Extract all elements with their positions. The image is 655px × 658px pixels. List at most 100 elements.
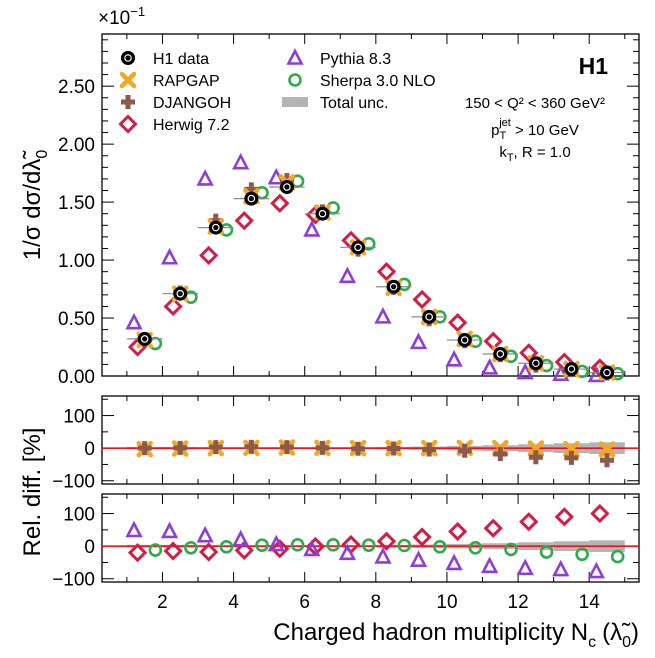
ratio-point-herwig-7-2 xyxy=(519,512,539,532)
point-h1-data xyxy=(528,356,543,371)
point-pythia-8-3 xyxy=(480,358,499,375)
point-h1-data xyxy=(422,309,437,324)
ratio-point-sherpa-3-0-nlo xyxy=(219,539,234,554)
x-tick-label: 14 xyxy=(579,592,601,613)
ratio-panel-bottom-frame xyxy=(101,493,640,583)
ratio-point-pythia-8-3 xyxy=(196,525,214,543)
ratio-point-sherpa-3-0-nlo xyxy=(184,540,198,555)
point-h1-data xyxy=(279,180,294,195)
ratio-point-djangoh xyxy=(173,440,188,455)
ratio-point-herwig-7-2 xyxy=(590,503,610,524)
y-tick-label: 1.00 xyxy=(58,251,95,272)
ratio-point-sherpa-3-0-nlo xyxy=(361,538,376,552)
ratio-point-herwig-7-2 xyxy=(270,539,290,559)
point-pythia-8-3 xyxy=(125,312,143,330)
x-tick-label: 2 xyxy=(157,592,168,613)
x-tick-label: 6 xyxy=(299,592,310,613)
ratio-point-rapgap xyxy=(527,440,545,457)
ratio-point-djangoh xyxy=(493,447,508,462)
ratio-point-sherpa-3-0-nlo xyxy=(468,540,483,555)
ratio-point-djangoh xyxy=(564,450,579,465)
ratio-point-sherpa-3-0-nlo xyxy=(148,543,163,557)
ratio-panel-top-frame xyxy=(101,395,640,485)
ratio-point-sherpa-3-0-nlo xyxy=(326,538,340,552)
ratio-point-djangoh xyxy=(315,440,330,455)
ratio-point-herwig-7-2 xyxy=(448,521,468,542)
ratio-point-rapgap xyxy=(563,440,580,458)
point-h1-data xyxy=(386,279,401,294)
ratio-reference-lines xyxy=(102,447,639,547)
point-herwig-7-2 xyxy=(412,289,432,310)
point-h1-data xyxy=(137,331,152,346)
ratio-point-sherpa-3-0-nlo xyxy=(433,539,447,554)
annotation-ptjet: pTjet > 10 GeV xyxy=(491,117,579,142)
legend-marker-sherpa-3-0-nlo xyxy=(288,73,302,87)
ratio-point-herwig-7-2 xyxy=(554,507,574,527)
ratio-point-sherpa-3-0-nlo xyxy=(610,549,625,564)
y-exponent: ×10−1 xyxy=(98,4,145,29)
ratio-tick-label: 100 xyxy=(63,407,95,428)
ratio-point-sherpa-3-0-nlo xyxy=(255,538,269,552)
ratio-point-djangoh xyxy=(351,441,366,456)
ratio-point-djangoh xyxy=(528,450,543,465)
point-pythia-8-3 xyxy=(374,307,392,324)
point-h1-data xyxy=(315,206,330,221)
point-herwig-7-2 xyxy=(519,343,539,363)
main-panel-frame xyxy=(101,33,640,377)
point-pythia-8-3 xyxy=(409,332,428,350)
annotation-q2: 150 < Q² < 360 GeV² xyxy=(465,95,605,112)
point-h1-data xyxy=(208,220,223,235)
x-tick-label: 12 xyxy=(508,592,529,613)
legend: H1 data RAPGAP DJANGOH Herwig 7.2 Pythia 8.3… xyxy=(118,48,436,134)
legend-marker-total-unc- xyxy=(282,97,308,107)
ratio-point-herwig-7-2 xyxy=(199,542,219,562)
point-h1-data xyxy=(173,286,188,301)
ratio-tick-label: 0 xyxy=(84,439,95,460)
ratio-point-herwig-7-2 xyxy=(412,527,432,547)
point-pythia-8-3 xyxy=(303,220,321,237)
y-tick-label: 1.50 xyxy=(58,193,95,214)
x-tick-label: 8 xyxy=(371,592,382,613)
ratio-point-rapgap xyxy=(598,441,616,458)
ratio-point-pythia-8-3 xyxy=(267,534,285,552)
ratio-point-sherpa-3-0-nlo xyxy=(290,538,305,552)
ratio-point-pythia-8-3 xyxy=(125,520,143,538)
legend-marker-herwig-7-2 xyxy=(118,114,138,134)
y-tick-label: 0.50 xyxy=(58,309,95,330)
point-h1-data xyxy=(493,346,508,361)
ratio-point-pythia-8-3 xyxy=(480,556,499,574)
point-herwig-7-2 xyxy=(270,193,290,213)
ratio-point-pythia-8-3 xyxy=(587,561,605,579)
ratio-point-djangoh xyxy=(279,440,294,455)
point-herwig-7-2 xyxy=(234,211,254,231)
ratio-tick-label: 0 xyxy=(84,537,95,558)
point-h1-data xyxy=(244,191,259,206)
legend-label: Pythia 8.3 xyxy=(320,51,391,68)
ratio-point-pythia-8-3 xyxy=(303,539,321,557)
point-pythia-8-3 xyxy=(445,349,463,367)
point-h1-data xyxy=(599,365,614,380)
legend-label: DJANGOH xyxy=(153,95,231,112)
ratio-point-pythia-8-3 xyxy=(552,559,570,577)
ratio-point-pythia-8-3 xyxy=(232,529,250,547)
point-h1-data xyxy=(457,333,472,348)
ratio-point-sherpa-3-0-nlo xyxy=(539,545,554,559)
point-herwig-7-2 xyxy=(448,313,468,333)
x-axis-label: Charged hadron multiplicity Nc (λ̃0) xyxy=(273,619,639,651)
point-herwig-7-2 xyxy=(590,358,610,378)
point-pythia-8-3 xyxy=(516,362,534,380)
ratio-tick-label: −100 xyxy=(52,472,95,493)
ratio-point-djangoh xyxy=(208,440,223,455)
ratio-point-pythia-8-3 xyxy=(160,521,179,539)
ratio-point-herwig-7-2 xyxy=(127,543,148,563)
annotation-kt: kT, R = 1.0 xyxy=(499,144,570,164)
ratio-point-pythia-8-3 xyxy=(409,550,428,567)
point-h1-data xyxy=(351,240,366,255)
legend-label: Sherpa 3.0 NLO xyxy=(320,73,436,90)
ratio-point-pythia-8-3 xyxy=(374,547,392,564)
ratio-point-pythia-8-3 xyxy=(516,558,534,576)
ratio-tick-label: −100 xyxy=(52,570,95,591)
ratio-point-sherpa-3-0-nlo xyxy=(504,542,518,557)
point-herwig-7-2 xyxy=(199,245,219,266)
